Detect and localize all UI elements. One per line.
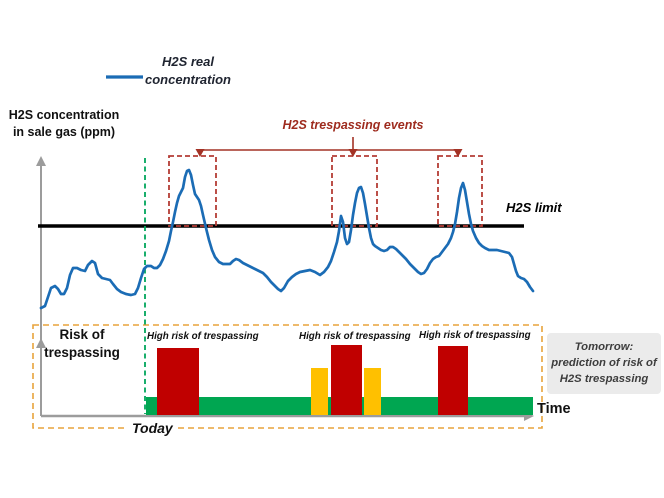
y-axis-label: H2S concentration in sale gas (ppm) bbox=[8, 108, 120, 139]
time-axis-label: Time bbox=[537, 401, 571, 417]
high-risk-label-1: High risk of trespassing bbox=[147, 331, 259, 342]
today-label: Today bbox=[128, 420, 177, 436]
risk-panel-title: Risk of trespassing bbox=[44, 327, 120, 360]
high-risk-label-2: High risk of trespassing bbox=[299, 331, 411, 342]
h2s-limit-label: H2S limit bbox=[506, 200, 562, 215]
high-risk-label-3: High risk of trespassing bbox=[419, 330, 531, 341]
trespassing-events-annotation: H2S trespassing events bbox=[282, 118, 424, 132]
tomorrow-prediction-note: Tomorrow: prediction of risk of H2S tres… bbox=[547, 333, 661, 395]
legend-label: H2S real concentration bbox=[145, 54, 231, 87]
